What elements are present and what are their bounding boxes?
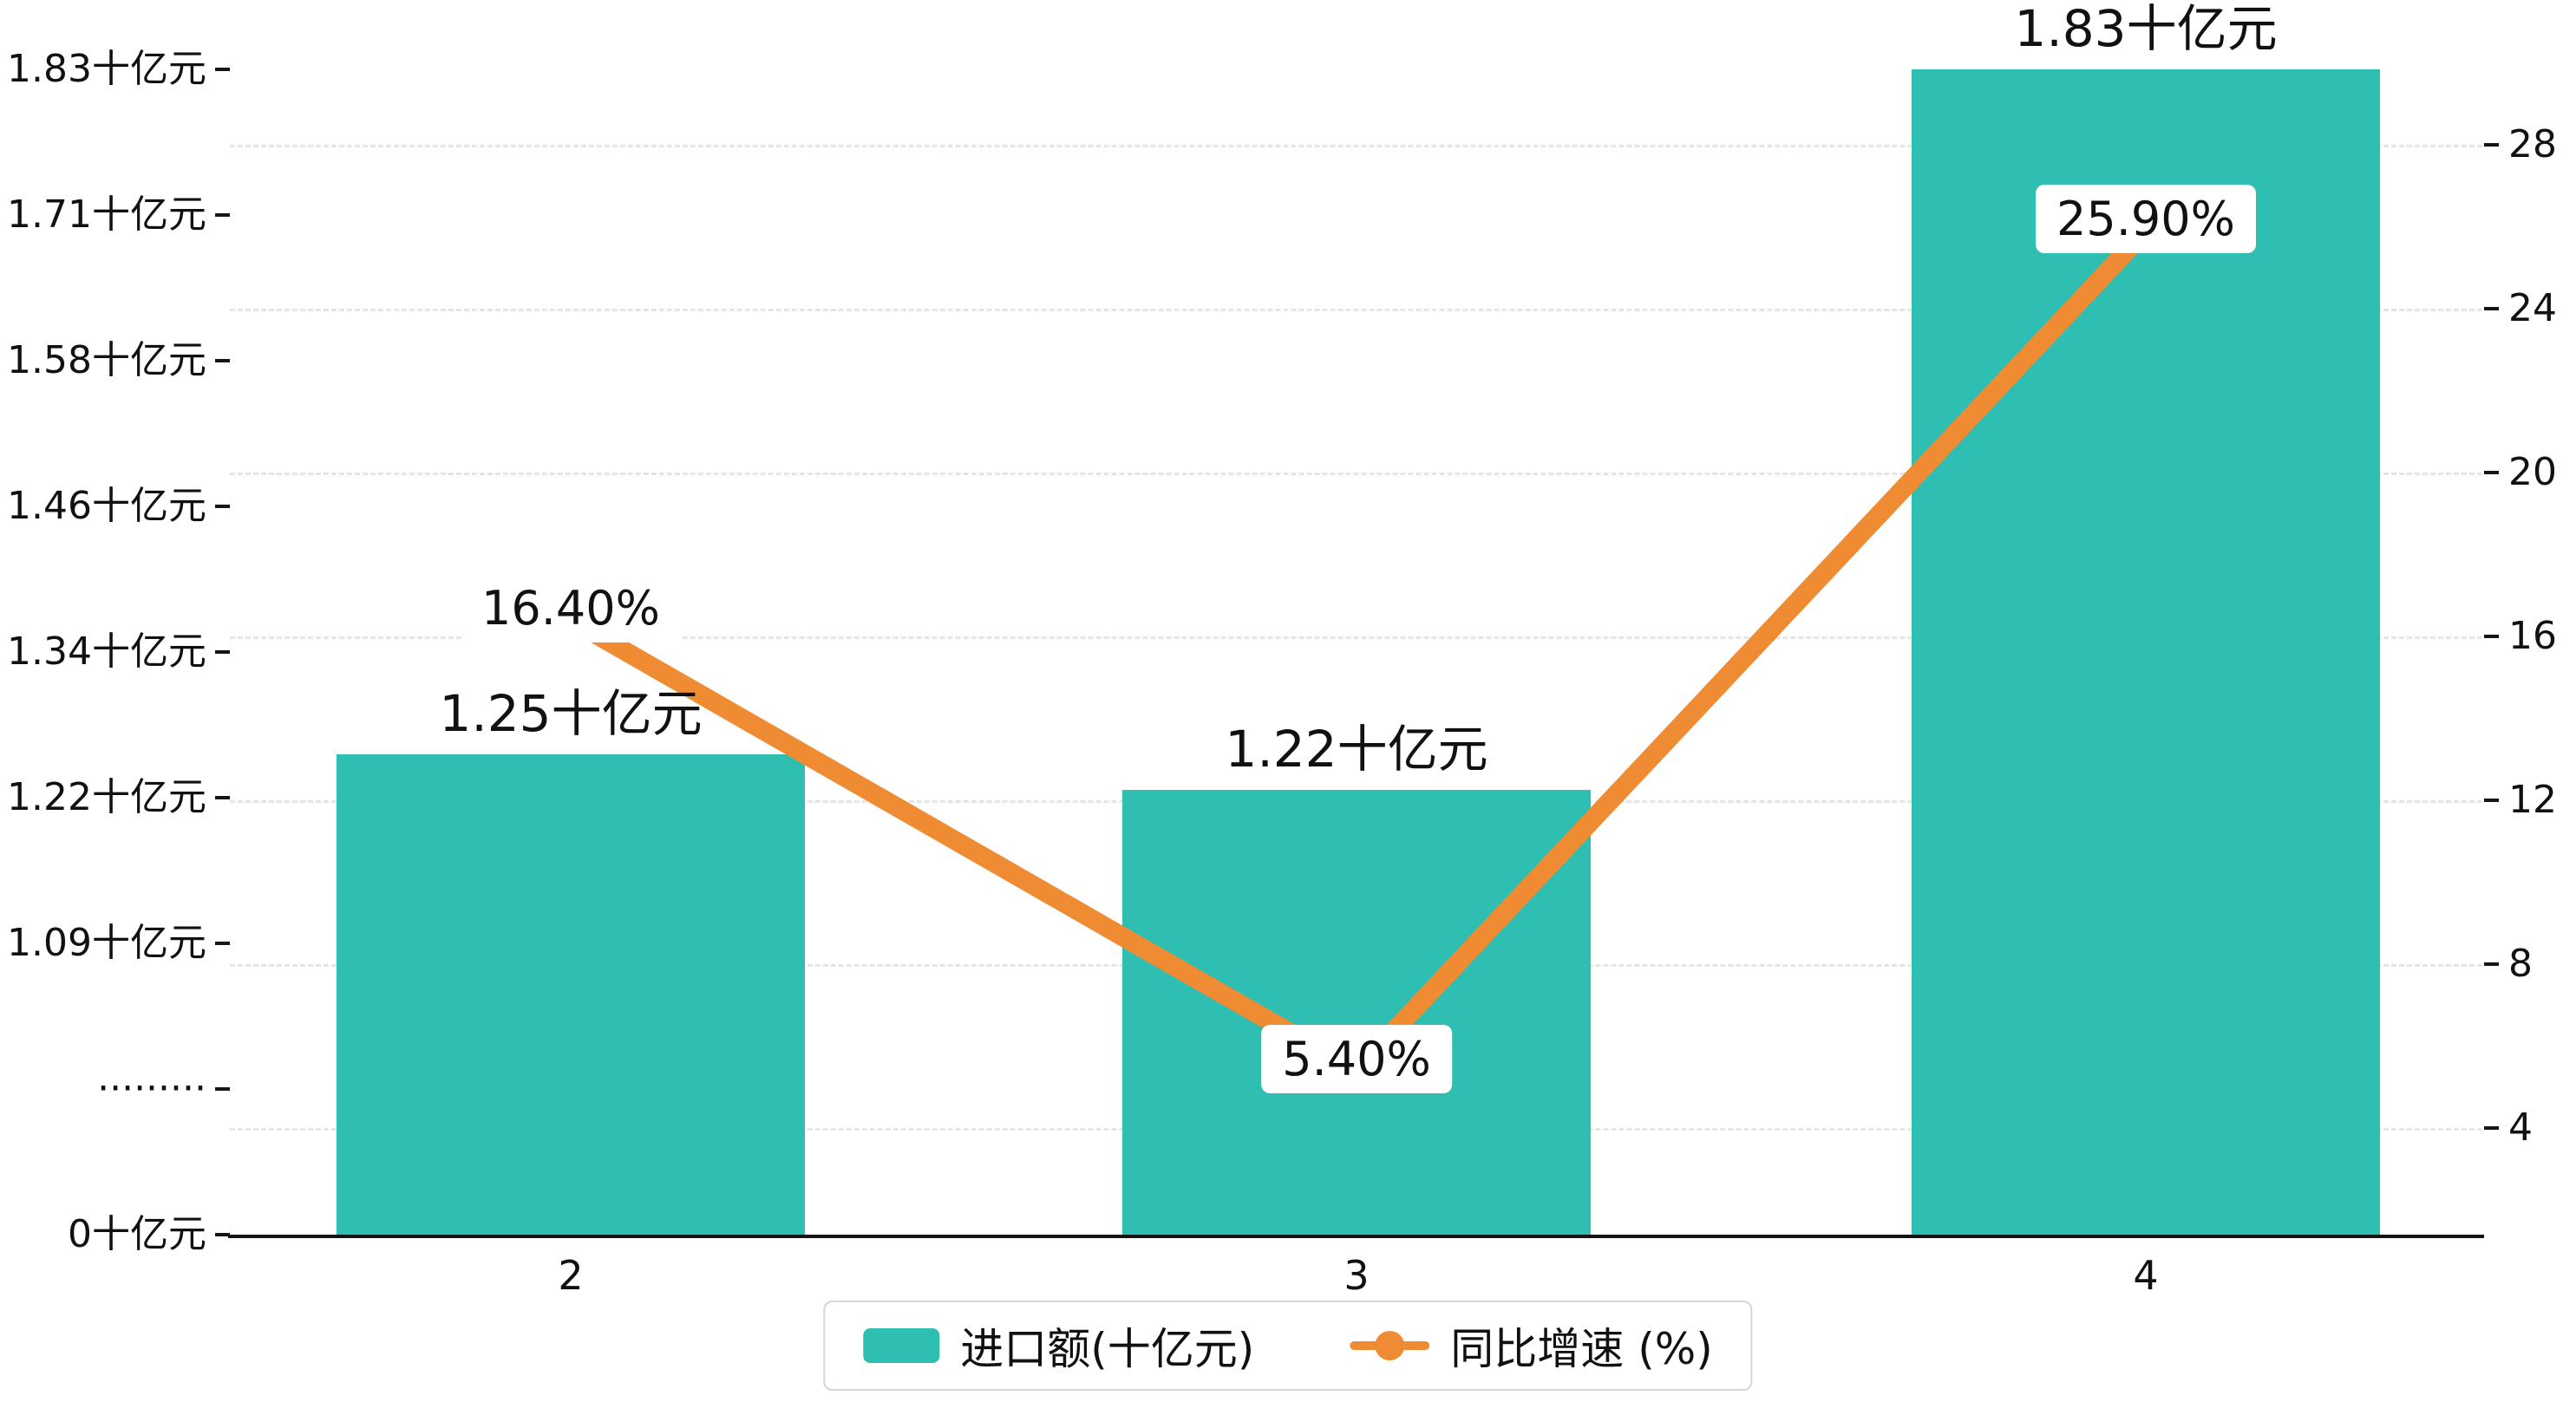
- right-axis-tick-mark: [2484, 143, 2499, 147]
- h-gridline: [230, 145, 2482, 147]
- line-value-label: 5.40%: [1261, 1025, 1452, 1093]
- left-axis-tick-mark: [215, 942, 230, 945]
- right-axis-tick-mark: [2484, 635, 2499, 638]
- bar[interactable]: [1122, 789, 1591, 1235]
- x-axis-category-label: 2: [558, 1252, 584, 1299]
- left-axis-tick-label: 1.22十亿元: [7, 775, 206, 819]
- line-series-marker: [1350, 1328, 1430, 1363]
- bar-value-label: 1.83十亿元: [2014, 0, 2278, 58]
- left-axis-tick-mark: [215, 1087, 230, 1091]
- left-axis-tick-mark: [215, 650, 230, 654]
- x-axis-line: [228, 1235, 2484, 1238]
- right-axis-tick-label: 24: [2508, 286, 2557, 330]
- left-axis-tick-mark: [215, 1233, 230, 1236]
- right-axis-tick-label: 28: [2508, 122, 2557, 166]
- line-value-label: 16.40%: [461, 574, 681, 642]
- left-axis-tick-label: ·········: [97, 1066, 206, 1111]
- left-axis-tick-label: 1.34十亿元: [7, 629, 206, 674]
- right-axis-tick-mark: [2484, 962, 2499, 966]
- bar-value-label: 1.25十亿元: [439, 684, 703, 744]
- bar[interactable]: [337, 754, 805, 1235]
- bar-value-label: 1.22十亿元: [1225, 719, 1488, 779]
- bar-series-swatch: [863, 1328, 940, 1363]
- right-axis-tick-mark: [2484, 471, 2499, 474]
- right-axis-tick-mark: [2484, 307, 2499, 310]
- left-axis-tick-label: 1.71十亿元: [7, 192, 206, 237]
- line-value-label: 25.90%: [2036, 185, 2256, 253]
- x-axis-category-label: 3: [1344, 1252, 1370, 1299]
- right-axis-tick-label: 4: [2508, 1105, 2533, 1150]
- h-gridline: [230, 473, 2482, 475]
- left-axis-tick-mark: [215, 68, 230, 71]
- h-gridline: [230, 309, 2482, 311]
- left-axis-tick-mark: [215, 505, 230, 508]
- legend: 进口额(十亿元) 同比增速 (%): [823, 1301, 1753, 1391]
- left-axis-tick-label: 1.46十亿元: [7, 484, 206, 528]
- right-axis-tick-mark: [2484, 1126, 2499, 1130]
- right-axis-tick-label: 16: [2508, 614, 2557, 658]
- line-marker-dot: [1375, 1331, 1405, 1360]
- legend-label-growth: 同比增速 (%): [1450, 1324, 1713, 1374]
- growth-line[interactable]: [561, 221, 2155, 1080]
- right-axis-tick-label: 20: [2508, 450, 2557, 494]
- left-axis-tick-label: 1.09十亿元: [7, 921, 206, 965]
- left-axis-tick-mark: [215, 796, 230, 799]
- left-axis-tick-mark: [215, 213, 230, 217]
- right-axis-tick-label: 8: [2508, 942, 2533, 986]
- bar[interactable]: [1912, 69, 2380, 1235]
- legend-label-import: 进口额(十亿元): [960, 1324, 1255, 1374]
- left-axis-tick-label: 1.83十亿元: [7, 47, 206, 91]
- legend-item-import[interactable]: 进口额(十亿元): [863, 1314, 1254, 1377]
- left-axis-tick-label: 0十亿元: [68, 1212, 206, 1256]
- legend-item-growth[interactable]: 同比增速 (%): [1350, 1314, 1713, 1377]
- h-gridline: [230, 636, 2482, 639]
- right-axis-tick-label: 12: [2508, 778, 2557, 822]
- x-axis-category-label: 4: [2133, 1252, 2159, 1299]
- right-axis-tick-mark: [2484, 799, 2499, 802]
- left-axis-tick-mark: [215, 359, 230, 362]
- left-axis-tick-label: 1.58十亿元: [7, 338, 206, 382]
